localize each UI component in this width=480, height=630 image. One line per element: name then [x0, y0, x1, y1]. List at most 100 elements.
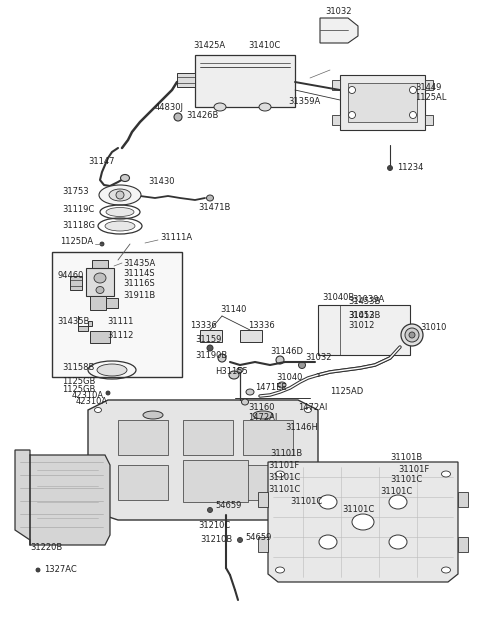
Ellipse shape: [207, 508, 213, 512]
Text: 31146D: 31146D: [270, 348, 303, 357]
Polygon shape: [425, 115, 433, 125]
Ellipse shape: [276, 356, 284, 364]
Text: 31435B: 31435B: [57, 318, 89, 326]
Text: 44830J: 44830J: [155, 103, 184, 113]
Text: 31111A: 31111A: [160, 234, 192, 243]
Polygon shape: [90, 331, 110, 343]
Text: 31426B: 31426B: [186, 110, 218, 120]
Polygon shape: [340, 75, 425, 130]
Ellipse shape: [106, 207, 134, 217]
Ellipse shape: [207, 345, 213, 351]
Text: 31190B: 31190B: [195, 352, 227, 360]
Ellipse shape: [389, 535, 407, 549]
Text: 31040: 31040: [276, 374, 302, 382]
Polygon shape: [90, 296, 106, 310]
Ellipse shape: [174, 113, 182, 121]
Text: 31146H: 31146H: [285, 423, 318, 433]
Bar: [318, 305, 410, 355]
Ellipse shape: [352, 514, 374, 530]
Text: 31425A: 31425A: [193, 42, 225, 50]
Text: 31101F: 31101F: [398, 466, 429, 474]
Bar: [118, 420, 168, 455]
Ellipse shape: [97, 364, 127, 376]
Text: 31039A: 31039A: [352, 295, 384, 304]
Ellipse shape: [319, 495, 337, 509]
Text: 31359A: 31359A: [288, 98, 320, 106]
Ellipse shape: [95, 408, 101, 413]
Ellipse shape: [389, 495, 407, 509]
Polygon shape: [35, 460, 100, 538]
Ellipse shape: [278, 382, 286, 388]
Text: 31435A: 31435A: [123, 258, 155, 268]
Ellipse shape: [214, 103, 226, 111]
Ellipse shape: [259, 103, 271, 111]
Ellipse shape: [409, 332, 415, 338]
Polygon shape: [425, 80, 433, 90]
Bar: [243, 465, 293, 500]
Bar: [183, 420, 233, 455]
Ellipse shape: [109, 189, 131, 201]
Ellipse shape: [241, 399, 249, 405]
Text: 31118G: 31118G: [62, 220, 95, 229]
Text: 31101B: 31101B: [270, 449, 302, 459]
Text: 31112: 31112: [107, 331, 133, 340]
Polygon shape: [320, 18, 358, 43]
Bar: [118, 465, 168, 500]
Text: 13336: 13336: [248, 321, 275, 331]
Text: 31753: 31753: [62, 188, 89, 197]
Ellipse shape: [95, 508, 101, 512]
Polygon shape: [458, 537, 468, 552]
Ellipse shape: [253, 411, 273, 419]
Text: 1472AI: 1472AI: [298, 403, 327, 413]
Ellipse shape: [218, 354, 226, 362]
Text: 31101C: 31101C: [268, 486, 300, 495]
Text: 31101F: 31101F: [268, 462, 299, 471]
Text: 31101C: 31101C: [380, 488, 412, 496]
Text: 42310A: 42310A: [72, 391, 104, 399]
Text: 31101B: 31101B: [390, 454, 422, 462]
Text: 1327AC: 1327AC: [44, 566, 77, 575]
Polygon shape: [258, 537, 268, 552]
Text: 31220B: 31220B: [30, 544, 62, 553]
Ellipse shape: [276, 567, 285, 573]
Text: 54659: 54659: [245, 534, 271, 542]
Ellipse shape: [348, 112, 356, 118]
Text: 1125GB: 1125GB: [62, 377, 96, 386]
Ellipse shape: [105, 221, 135, 231]
Polygon shape: [15, 450, 110, 545]
Ellipse shape: [319, 535, 337, 549]
Text: 31114S: 31114S: [123, 270, 155, 278]
Ellipse shape: [276, 471, 285, 477]
Ellipse shape: [409, 86, 417, 93]
Text: 1125AD: 1125AD: [330, 387, 363, 396]
Ellipse shape: [143, 411, 163, 419]
Ellipse shape: [100, 242, 104, 246]
Ellipse shape: [442, 567, 451, 573]
Ellipse shape: [401, 324, 423, 346]
Ellipse shape: [94, 273, 106, 283]
Text: 31453B: 31453B: [348, 297, 380, 307]
Bar: [200, 330, 222, 342]
Text: 1125AL: 1125AL: [415, 93, 446, 103]
Text: 31101C: 31101C: [290, 498, 322, 507]
Text: 42310A: 42310A: [76, 398, 108, 406]
Polygon shape: [332, 80, 340, 90]
Text: 11234: 11234: [397, 163, 423, 171]
Ellipse shape: [238, 537, 242, 542]
Text: H31155: H31155: [215, 367, 248, 377]
Text: 31453B: 31453B: [348, 311, 380, 319]
Polygon shape: [70, 276, 82, 290]
Text: 31101C: 31101C: [268, 472, 300, 481]
Ellipse shape: [96, 287, 104, 294]
Text: 1472AI: 1472AI: [248, 413, 277, 423]
Ellipse shape: [405, 328, 419, 342]
Text: 1471EE: 1471EE: [255, 384, 287, 392]
Polygon shape: [458, 492, 468, 507]
Text: 1125DA: 1125DA: [60, 238, 93, 246]
Text: 31210C: 31210C: [198, 520, 230, 529]
Ellipse shape: [299, 362, 305, 369]
Ellipse shape: [120, 175, 130, 181]
Ellipse shape: [237, 367, 243, 372]
Text: 31032: 31032: [325, 8, 351, 16]
Ellipse shape: [229, 371, 239, 379]
